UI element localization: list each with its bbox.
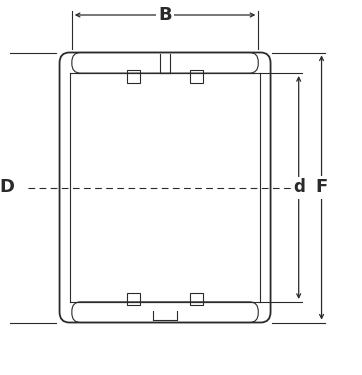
Bar	[190, 70, 203, 82]
Text: D: D	[0, 178, 14, 196]
Text: d: d	[293, 178, 305, 196]
Text: F: F	[315, 178, 328, 196]
Text: B: B	[158, 6, 172, 24]
Bar	[127, 292, 140, 304]
Bar	[127, 70, 140, 82]
Bar	[190, 292, 203, 304]
